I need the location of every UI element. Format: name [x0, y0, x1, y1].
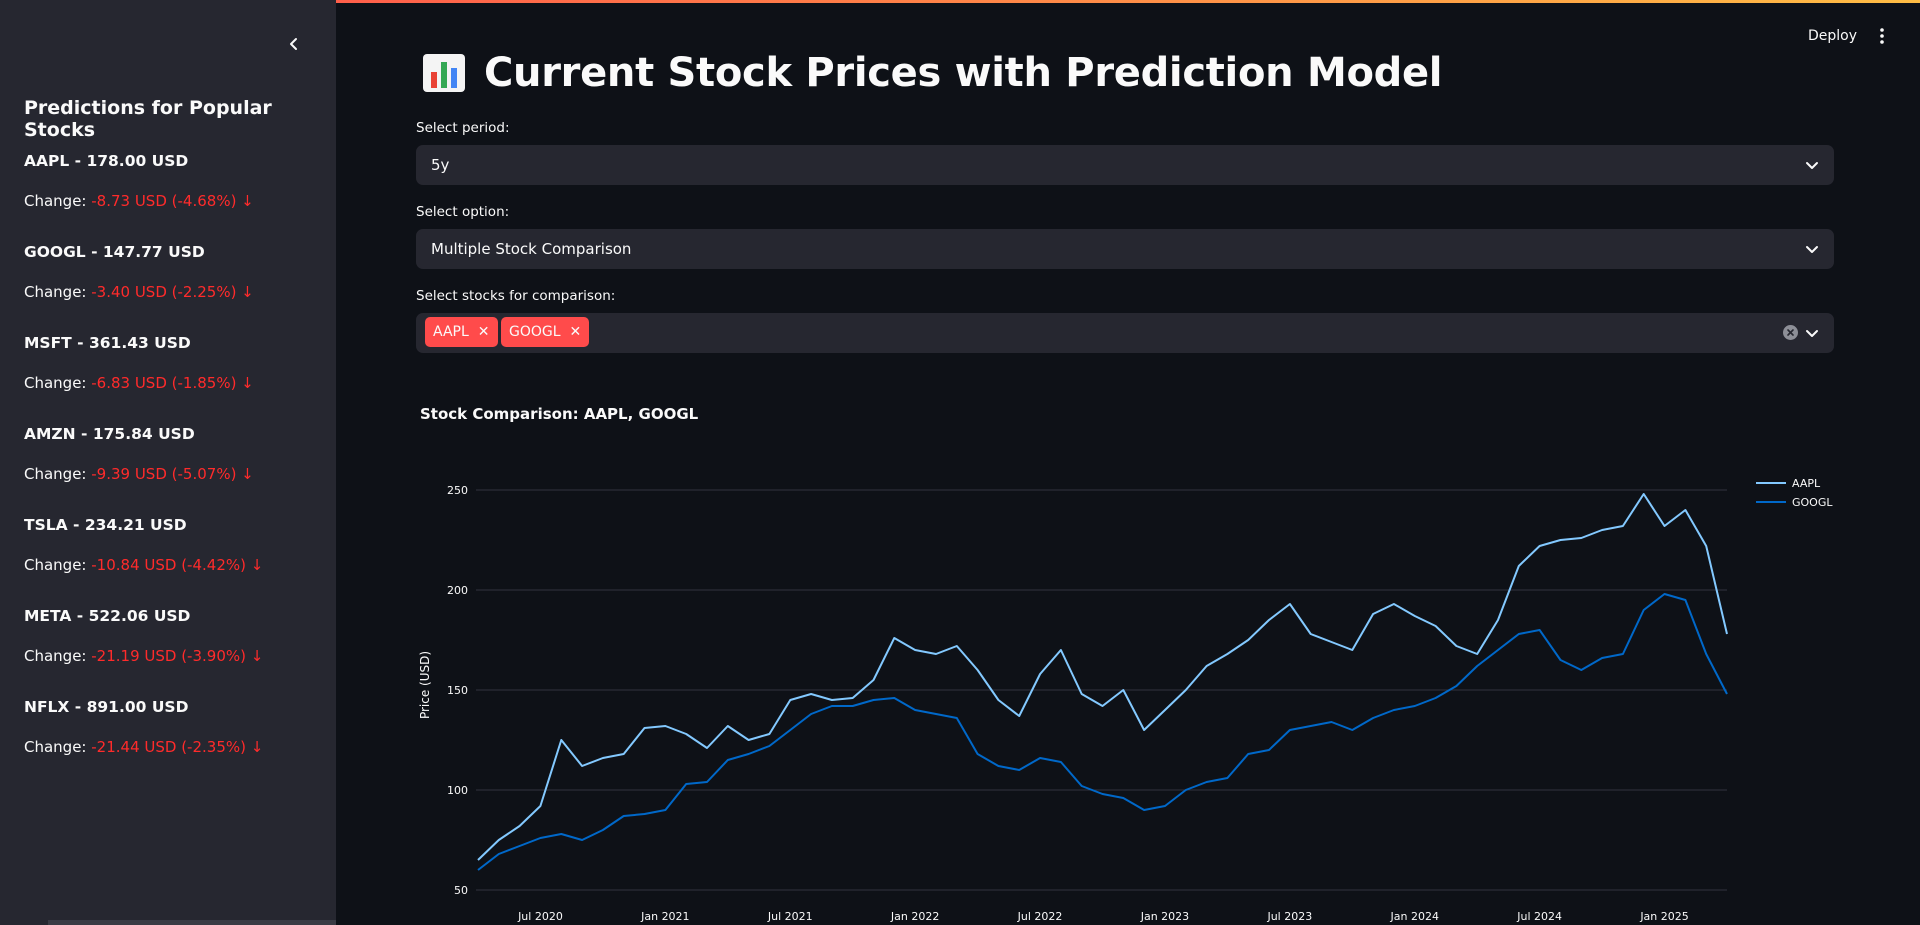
stock-name: TSLA - 234.21 USD	[24, 516, 187, 534]
x-tick-label: Jan 2023	[1140, 910, 1189, 923]
stock-item: NFLX - 891.00 USD Change: -21.44 USD (-2.…	[24, 698, 324, 756]
stock-item: GOOGL - 147.77 USD Change: -3.40 USD (-2.…	[24, 243, 324, 301]
stock-change: Change: -6.83 USD (-1.85%) ↓	[24, 374, 324, 392]
x-tick-label: Jul 2022	[1017, 910, 1063, 923]
chevron-down-icon	[1806, 330, 1818, 337]
main-menu-icon[interactable]	[1874, 26, 1890, 46]
change-label: Change:	[24, 647, 87, 665]
stock-change: Change: -21.44 USD (-2.35%) ↓	[24, 738, 324, 756]
stock-item: MSFT - 361.43 USD Change: -6.83 USD (-1.8…	[24, 334, 324, 392]
stock-change: Change: -21.19 USD (-3.90%) ↓	[24, 647, 324, 665]
sidebar-title: Predictions for Popular Stocks	[24, 97, 272, 141]
chip-label: GOOGL	[509, 324, 561, 340]
chevron-down-icon	[1806, 162, 1818, 169]
stock-name: META - 522.06 USD	[24, 607, 191, 625]
change-value: -8.73 USD (-4.68%) ↓	[86, 192, 254, 210]
y-axis-label: Price (USD)	[418, 651, 432, 719]
period-label: Select period:	[416, 120, 510, 136]
legend-label: GOOGL	[1792, 496, 1833, 509]
top-accent-bar	[0, 0, 1920, 3]
period-select[interactable]: 5y	[416, 145, 1834, 185]
x-tick-label: Jul 2024	[1516, 910, 1562, 923]
page-title: Current Stock Prices with Prediction Mod…	[422, 50, 1443, 96]
sidebar: Predictions for Popular Stocks AAPL - 17…	[0, 0, 336, 925]
page-title-text: Current Stock Prices with Prediction Mod…	[484, 50, 1443, 96]
stock-change: Change: -9.39 USD (-5.07%) ↓	[24, 465, 324, 483]
deploy-button[interactable]: Deploy	[1808, 28, 1858, 44]
x-tick-label: Jan 2022	[890, 910, 939, 923]
y-tick-label: 200	[447, 584, 468, 597]
change-label: Change:	[24, 556, 87, 574]
y-tick-label: 150	[447, 684, 468, 697]
change-label: Change:	[24, 374, 87, 392]
option-select[interactable]: Multiple Stock Comparison	[416, 229, 1834, 269]
sidebar-scrollbar[interactable]	[48, 920, 336, 925]
main-content: Current Stock Prices with Prediction Mod…	[336, 0, 1920, 925]
stock-comparison-chart: 50 100 150 200 250 Jul 2020 Jan 2021 Jul 2021 Ja…	[418, 477, 1833, 923]
stock-change: Change: -10.84 USD (-4.42%) ↓	[24, 556, 324, 574]
change-value: -21.19 USD (-3.90%) ↓	[86, 647, 264, 665]
change-label: Change:	[24, 738, 87, 756]
period-value: 5y	[431, 156, 450, 174]
remove-chip-icon[interactable]: ✕	[569, 324, 582, 340]
collapse-sidebar-button[interactable]	[280, 30, 308, 58]
change-label: Change:	[24, 283, 87, 301]
x-tick-label: Jul 2021	[767, 910, 813, 923]
change-value: -3.40 USD (-2.25%) ↓	[86, 283, 254, 301]
stocks-label: Select stocks for comparison:	[416, 288, 616, 304]
change-value: -6.83 USD (-1.85%) ↓	[86, 374, 254, 392]
option-label: Select option:	[416, 204, 510, 220]
x-tick-label: Jan 2025	[1639, 910, 1688, 923]
y-tick-label: 100	[447, 784, 468, 797]
x-tick-label: Jul 2023	[1266, 910, 1312, 923]
x-tick-label: Jul 2020	[517, 910, 563, 923]
chip-label: AAPL	[433, 324, 469, 340]
y-tick-label: 250	[447, 484, 468, 497]
x-tick-label: Jan 2021	[640, 910, 689, 923]
change-value: -10.84 USD (-4.42%) ↓	[86, 556, 264, 574]
stock-item: META - 522.06 USD Change: -21.19 USD (-3.…	[24, 607, 324, 665]
legend-label: AAPL	[1792, 477, 1821, 490]
chevron-down-icon	[1806, 246, 1818, 253]
series-line-aapl	[477, 493, 1728, 861]
option-value: Multiple Stock Comparison	[431, 240, 632, 258]
series-line-googl	[477, 593, 1728, 871]
change-value: -21.44 USD (-2.35%) ↓	[86, 738, 264, 756]
stock-name: MSFT - 361.43 USD	[24, 334, 191, 352]
selected-chip-aapl[interactable]: AAPL ✕	[425, 317, 498, 347]
stock-item: TSLA - 234.21 USD Change: -10.84 USD (-4.…	[24, 516, 324, 574]
stock-name: NFLX - 891.00 USD	[24, 698, 189, 716]
x-tick-label: Jan 2024	[1390, 910, 1439, 923]
bar-chart-icon	[423, 54, 465, 92]
stock-name: AMZN - 175.84 USD	[24, 425, 195, 443]
stocks-multiselect[interactable]	[416, 313, 1834, 353]
change-value: -9.39 USD (-5.07%) ↓	[86, 465, 254, 483]
stock-change: Change: -8.73 USD (-4.68%) ↓	[24, 192, 324, 210]
stock-name: GOOGL - 147.77 USD	[24, 243, 205, 261]
stock-name: AAPL - 178.00 USD	[24, 152, 189, 170]
change-label: Change:	[24, 465, 87, 483]
stock-item: AMZN - 175.84 USD Change: -9.39 USD (-5.0…	[24, 425, 324, 483]
change-label: Change:	[24, 192, 87, 210]
remove-chip-icon[interactable]: ✕	[477, 324, 490, 340]
chart-title: Stock Comparison: AAPL, GOOGL	[420, 405, 699, 423]
stock-item: AAPL - 178.00 USD Change: -8.73 USD (-4.6…	[24, 152, 324, 210]
stock-change: Change: -3.40 USD (-2.25%) ↓	[24, 283, 324, 301]
selected-chip-googl[interactable]: GOOGL ✕	[501, 317, 590, 347]
y-tick-label: 50	[454, 884, 468, 897]
clear-all-icon[interactable]	[1783, 325, 1798, 340]
chevron-left-icon	[290, 38, 297, 50]
